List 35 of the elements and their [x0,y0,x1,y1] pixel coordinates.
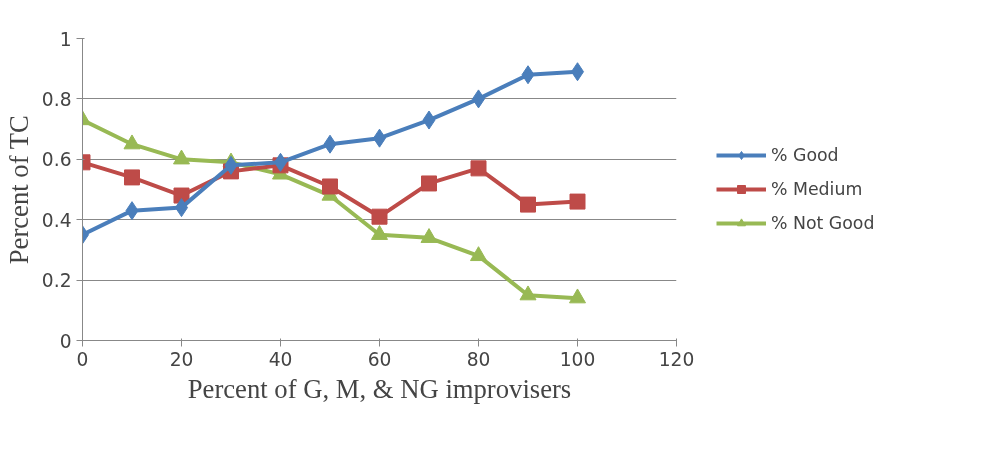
point [470,160,487,177]
y-tick-label: 0.2 [41,270,72,292]
legend-label: % Good [771,145,839,165]
point [371,208,388,225]
x-tick-label: 40 [268,348,293,370]
y-tick-label: 0.6 [41,149,72,171]
y-tick-label: 0.4 [41,209,72,231]
x-tick-label: 80 [466,348,491,370]
x-tick-label: 100 [559,348,596,370]
point [323,134,337,154]
point [224,155,238,175]
point [421,175,437,192]
x-tick-label: 120 [658,348,695,370]
point [520,196,536,213]
point [125,201,139,221]
point [422,110,436,130]
x-tick-label: 20 [169,348,194,370]
point [371,225,388,240]
x-tick-label: 60 [367,348,392,370]
legend-label: % Medium [771,179,863,199]
point [470,246,487,262]
legend-label: % Not Good [771,213,875,233]
y-tick-label: 1 [59,28,72,50]
point [569,288,586,304]
x-tick-label: 0 [76,348,89,370]
point [420,228,438,243]
point [519,285,537,301]
y-tick-label: 0 [59,330,72,352]
point [322,178,338,195]
y-tick-label: 0.8 [41,88,72,110]
point [569,193,586,210]
y-axis-title: Percent of TC [3,115,34,265]
point [521,65,535,85]
point [124,169,140,186]
x-axis-title: Percent of G, M, & NG improvisers [187,373,572,404]
